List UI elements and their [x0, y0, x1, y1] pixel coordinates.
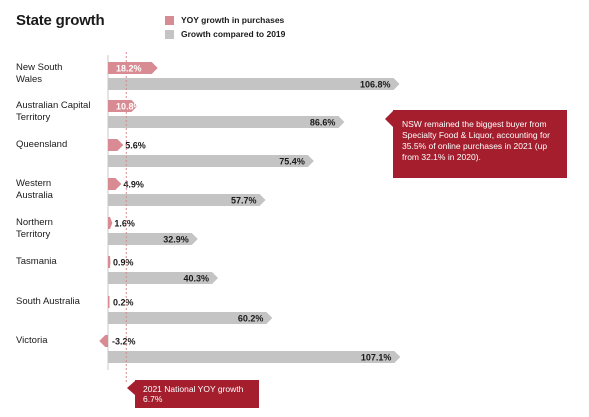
yoy-value-label: 18.2% — [116, 64, 142, 74]
national-yoy-label-title: 2021 National YOY growth — [143, 384, 244, 394]
legend-item-yoy: YOY growth in purchases — [165, 13, 285, 27]
category-label: Australian Capital — [16, 100, 90, 111]
yoy-bar — [108, 256, 111, 268]
category-label: New South — [16, 62, 62, 73]
yoy-bar — [108, 62, 158, 74]
yoy-value-label: 4.9% — [123, 180, 144, 190]
yoy-bar — [108, 139, 124, 151]
category-label: Territory — [16, 112, 51, 123]
category-label: South Australia — [16, 296, 81, 307]
growth-2019-bar — [108, 194, 266, 206]
category-label: Wales — [16, 74, 42, 85]
growth-2019-value-label: 32.9% — [163, 235, 189, 245]
callout-pointer — [385, 111, 393, 127]
category-label: Western — [16, 178, 51, 189]
category-label: Tasmania — [16, 256, 57, 267]
legend-item-2019: Growth compared to 2019 — [165, 27, 285, 41]
national-label-pointer — [127, 381, 135, 395]
nsw-callout: NSW remained the biggest buyer from Spec… — [393, 110, 567, 178]
legend-label-yoy: YOY growth in purchases — [181, 15, 285, 25]
growth-2019-value-label: 40.3% — [183, 274, 209, 284]
yoy-value-label: 10.8% — [116, 102, 142, 112]
national-yoy-label-value: 6.7% — [143, 394, 163, 404]
growth-2019-value-label: 106.8% — [360, 80, 391, 90]
legend-swatch-2019 — [165, 29, 174, 39]
growth-2019-value-label: 86.6% — [310, 118, 336, 128]
growth-2019-bar — [108, 233, 198, 245]
chart-title: State growth — [16, 12, 105, 29]
category-label: Australia — [16, 190, 54, 201]
yoy-bar — [99, 335, 108, 347]
growth-2019-value-label: 75.4% — [279, 157, 305, 167]
growth-2019-bar — [108, 116, 345, 128]
legend: YOY growth in purchases Growth compared … — [165, 13, 285, 41]
legend-label-2019: Growth compared to 2019 — [181, 29, 286, 39]
growth-2019-bar — [108, 155, 314, 167]
category-label: Victoria — [16, 335, 48, 346]
growth-2019-bar — [108, 272, 219, 284]
yoy-bar — [108, 217, 113, 229]
yoy-bar — [108, 100, 138, 112]
yoy-value-label: 5.6% — [125, 141, 146, 151]
national-yoy-label: 2021 National YOY growth 6.7% — [135, 380, 259, 408]
category-label: Queensland — [16, 139, 67, 150]
yoy-value-label: 0.9% — [113, 258, 134, 268]
category-label: Northern — [16, 217, 53, 228]
growth-2019-value-label: 107.1% — [361, 353, 392, 363]
category-label: Territory — [16, 229, 51, 240]
growth-2019-bar — [108, 351, 401, 363]
growth-2019-bar — [108, 78, 400, 90]
yoy-value-label: 0.2% — [113, 298, 134, 308]
yoy-value-label: -3.2% — [112, 337, 136, 347]
growth-2019-value-label: 57.7% — [231, 196, 257, 206]
growth-2019-value-label: 60.2% — [238, 314, 264, 324]
yoy-bar — [108, 178, 122, 190]
growth-2019-bar — [108, 312, 273, 324]
legend-swatch-yoy — [165, 15, 174, 25]
yoy-bar — [108, 296, 110, 308]
yoy-value-label: 1.6% — [114, 219, 135, 229]
